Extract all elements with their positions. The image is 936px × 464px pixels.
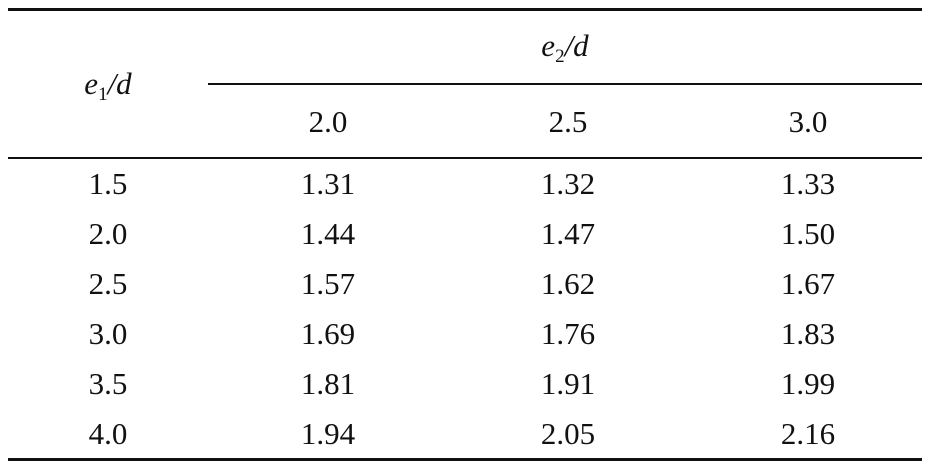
- var: /d: [564, 28, 589, 63]
- cell: 1.67: [780, 266, 836, 301]
- cell: 1.31: [300, 166, 356, 201]
- cell: 2.05: [540, 416, 596, 451]
- cell: 1.69: [300, 316, 356, 351]
- row-label: 3.5: [88, 366, 128, 401]
- cell: 1.62: [540, 266, 596, 301]
- row-label: 2.5: [88, 266, 128, 301]
- top-rule: [8, 8, 922, 11]
- column-header: 3.0: [788, 104, 828, 139]
- subscript: 1: [98, 84, 108, 105]
- column-header: 2.5: [548, 104, 588, 139]
- cell: 1.99: [780, 366, 836, 401]
- cell: 1.47: [540, 216, 596, 251]
- subscript: 2: [555, 46, 565, 67]
- header-rule: [8, 157, 922, 159]
- row-label: 1.5: [88, 166, 128, 201]
- row-label: 4.0: [88, 416, 128, 451]
- cell: 1.81: [300, 366, 356, 401]
- cell: 1.32: [540, 166, 596, 201]
- cell: 1.57: [300, 266, 356, 301]
- group-rule: [208, 83, 922, 85]
- var: e: [541, 28, 556, 63]
- cell: 1.83: [780, 316, 836, 351]
- bottom-rule: [8, 458, 922, 461]
- cell: 1.94: [300, 416, 356, 451]
- row-label: 2.0: [88, 216, 128, 251]
- row-header: e1/d: [8, 64, 208, 104]
- var: e: [84, 66, 99, 101]
- row-label: 3.0: [88, 316, 128, 351]
- cell: 1.44: [300, 216, 356, 251]
- cell: 1.33: [780, 166, 836, 201]
- cell: 1.91: [540, 366, 596, 401]
- column-header: 2.0: [308, 104, 348, 139]
- cell: 1.76: [540, 316, 596, 351]
- cell: 1.50: [780, 216, 836, 251]
- cell: 2.16: [780, 416, 836, 451]
- var: /d: [107, 66, 132, 101]
- column-group-header: e2/d: [465, 26, 665, 66]
